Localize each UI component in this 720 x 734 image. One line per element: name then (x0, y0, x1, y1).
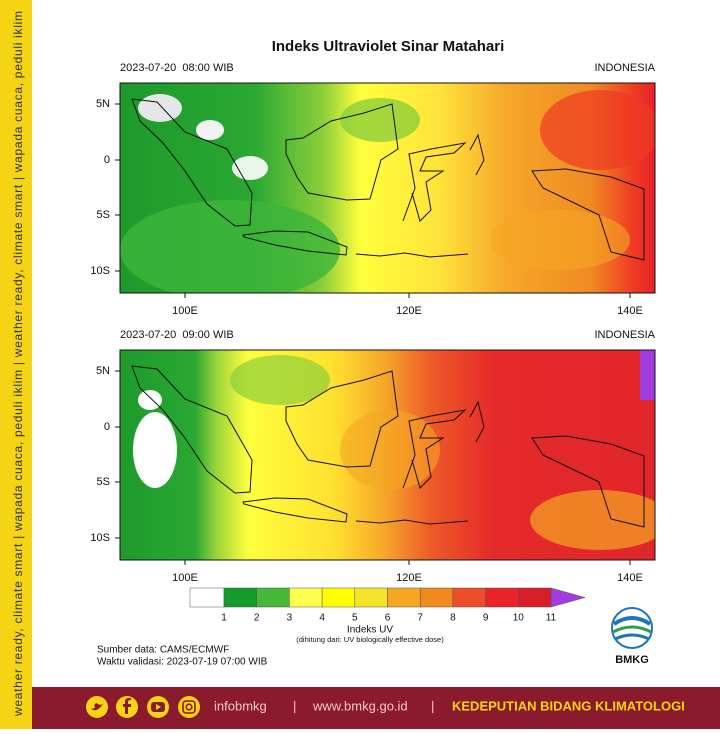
lat-label: 5N (96, 98, 110, 110)
colorbar-segment (452, 587, 486, 608)
lon-label: 140E (617, 572, 643, 584)
map-axes: 5N 0 5S 10S 100E 120E 140E 5N 0 5S 10S 100E 120E 140E (90, 98, 642, 584)
uv-zone (530, 490, 655, 550)
colorbar-segment (223, 587, 257, 608)
instagram-icon[interactable] (178, 696, 200, 718)
footer-separator: | (431, 698, 434, 713)
colorbar-label: 10 (513, 613, 525, 624)
lon-label: 120E (396, 305, 422, 317)
logo-text: BMKG (615, 654, 649, 666)
uv-map (120, 83, 655, 293)
colorbar-label: 3 (287, 613, 293, 624)
colorbar-segment (419, 587, 454, 608)
colorbar-segment (256, 587, 290, 608)
footer-separator: | (293, 698, 296, 713)
validity: Waktu validasi: 2023-07-19 07:00 WIB (97, 657, 268, 668)
panel-region: INDONESIA (594, 62, 655, 74)
bmkg-logo (611, 607, 653, 649)
lat-label: 0 (104, 421, 110, 433)
no-data-zone (196, 120, 224, 140)
colorbar-segment (387, 587, 421, 608)
map-frame (119, 349, 656, 561)
lat-label: 5S (97, 476, 110, 488)
footer-handle: infobmkg (214, 698, 267, 713)
no-data-zone (138, 390, 162, 410)
uv-map (120, 350, 655, 560)
colorbar-segment (289, 587, 323, 608)
lat-label: 5N (96, 365, 110, 377)
colorbar-note: (dihitung dari: UV biologically effectiv… (296, 635, 444, 644)
side-text: weather ready, climate smart | wapada cu… (11, 11, 25, 717)
panel-time: 2023-07-20 09:00 WIB (120, 329, 234, 341)
panel-region: INDONESIA (594, 329, 655, 341)
panel-time: 2023-07-20 08:00 WIB (120, 62, 234, 74)
colorbar-label: 4 (319, 613, 325, 624)
uv-zone (340, 410, 440, 490)
source: Sumber data: CAMS/ECMWF (97, 645, 229, 656)
colorbar-label: 5 (352, 613, 358, 624)
uv-zone (340, 98, 420, 142)
uv-zone (640, 350, 655, 400)
colorbar-title: Indeks UV (347, 625, 393, 636)
colorbar-segment (354, 587, 388, 608)
lat-label: 5S (97, 209, 110, 221)
lat-label: 10S (90, 265, 110, 277)
lon-label: 100E (172, 572, 198, 584)
footer-website: www.bmkg.go.id (312, 698, 408, 713)
title: Indeks Ultraviolet Sinar Matahari (272, 38, 505, 55)
lat-label: 0 (104, 154, 110, 166)
colorbar-segment (189, 587, 225, 608)
side-strip (0, 0, 32, 729)
colorbar-label: 8 (450, 613, 456, 624)
uv-zone (120, 200, 340, 293)
no-data-zone (138, 94, 182, 122)
lon-label: 120E (396, 572, 422, 584)
lon-label: 100E (172, 305, 198, 317)
footer-department: KEDEPUTIAN BIDANG KLIMATOLOGI (452, 698, 685, 713)
uv-zone (490, 210, 630, 270)
colorbar-extension (550, 587, 586, 608)
lat-label: 10S (90, 532, 110, 544)
social-icons (86, 696, 200, 718)
colorbar-label: 9 (483, 613, 489, 624)
colorbar-segment (485, 587, 519, 608)
map-frame (119, 82, 656, 294)
colorbar-label: 2 (254, 613, 260, 624)
colorbar-label: 7 (417, 613, 423, 624)
uv-zone (540, 90, 655, 170)
colorbar-segment (518, 587, 552, 608)
uv-zone (230, 355, 330, 405)
no-data-zone (133, 412, 177, 488)
colorbar-segment (321, 587, 356, 608)
colorbar-label: 6 (385, 613, 391, 624)
colorbar-label: 11 (546, 613, 557, 624)
colorbar-label: 1 (221, 613, 227, 624)
footer-bar (32, 687, 720, 729)
lon-label: 140E (617, 305, 643, 317)
colorbar: 1 2 3 4 5 6 7 8 9 10 11 (189, 587, 586, 624)
